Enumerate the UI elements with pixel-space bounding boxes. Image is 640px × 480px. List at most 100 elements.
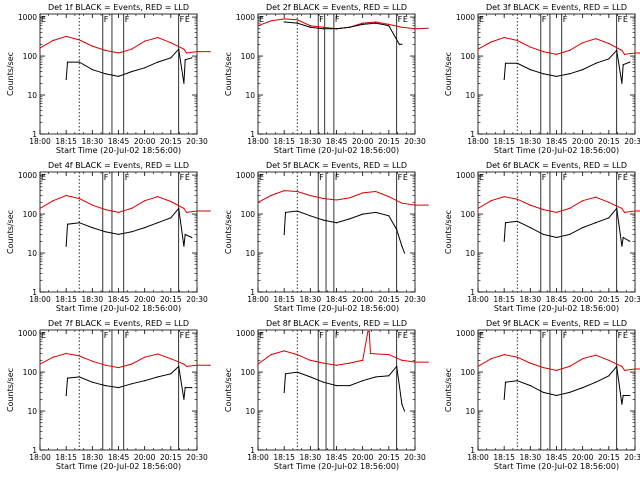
x-tick-label: 20:00 xyxy=(352,453,374,462)
events-data-point xyxy=(503,78,505,81)
events-data-point xyxy=(78,376,80,378)
events-data-point xyxy=(516,380,518,382)
y-tick-label: 10 xyxy=(465,249,475,258)
lld-data-point xyxy=(568,49,571,51)
flag-label: F xyxy=(563,15,568,24)
flag-label: E xyxy=(185,173,190,182)
events-data-point xyxy=(568,233,571,236)
events-data-point xyxy=(117,386,120,389)
lld-data-point xyxy=(362,22,364,24)
lld-data-point xyxy=(130,48,133,50)
events-data-point xyxy=(335,28,338,30)
lld-data-point xyxy=(414,204,416,206)
events-data-point xyxy=(396,365,398,367)
events-data-point xyxy=(184,233,186,236)
events-data-point xyxy=(401,403,403,405)
detector-panel: Det 1f BLACK = Events, RED = LLD 1 10 100 10… xyxy=(6,3,211,155)
events-data-point xyxy=(629,61,631,63)
flag-label: E xyxy=(479,173,484,182)
lld-data-point xyxy=(91,204,93,206)
events-data-point xyxy=(608,217,610,219)
events-series-line xyxy=(65,207,193,247)
lld-data-point xyxy=(555,211,558,214)
events-data-point xyxy=(348,26,351,28)
events-data-point xyxy=(504,381,507,383)
lld-data-point xyxy=(183,207,185,209)
lld-data-point xyxy=(401,359,403,361)
y-axis-label: Counts/sec xyxy=(224,368,233,412)
events-data-point xyxy=(335,384,338,387)
y-tick-label: 100 xyxy=(461,52,476,61)
lld-data-point xyxy=(78,197,80,200)
x-tick-label: 18:30 xyxy=(300,137,322,146)
events-data-point xyxy=(516,62,518,64)
y-axis-label: Counts/sec xyxy=(224,210,233,254)
x-axis-label: Start Time (20-Jul-02 18:56:00) xyxy=(494,146,619,155)
lld-data-point xyxy=(414,361,416,363)
events-data-point xyxy=(144,226,146,229)
lld-data-point xyxy=(477,48,479,50)
lld-data-point xyxy=(375,21,377,23)
x-tick-label: 20:15 xyxy=(378,295,400,304)
lld-data-point xyxy=(157,196,159,198)
x-tick-label: 20:00 xyxy=(352,295,374,304)
events-data-point xyxy=(516,220,518,222)
x-axis-label: Start Time (20-Jul-02 18:56:00) xyxy=(56,462,181,471)
flag-label: E xyxy=(41,173,46,182)
events-data-point xyxy=(130,231,133,233)
lld-data-point xyxy=(52,200,54,202)
events-data-point xyxy=(616,49,618,51)
flag-label: F xyxy=(335,331,340,340)
x-tick-label: 18:00 xyxy=(467,453,489,462)
events-data-point xyxy=(65,394,67,397)
plot-frame xyxy=(257,171,416,293)
events-data-point xyxy=(284,211,287,214)
events-data-point xyxy=(78,222,80,224)
events-data-point xyxy=(144,67,146,69)
lld-data-point xyxy=(621,49,623,51)
lld-data-point xyxy=(209,51,211,53)
events-series-line xyxy=(284,21,402,45)
y-tick-label: 1 xyxy=(470,446,475,455)
flag-label: E xyxy=(185,331,190,340)
lld-data-point xyxy=(555,369,558,372)
events-data-point xyxy=(296,22,298,24)
lld-data-point xyxy=(257,201,259,203)
plot-frame xyxy=(39,329,198,451)
flag-label: F xyxy=(180,15,185,24)
lld-data-point xyxy=(623,211,626,214)
x-tick-label: 20:00 xyxy=(352,137,374,146)
x-tick-label: 18:30 xyxy=(82,453,104,462)
x-tick-label: 18:15 xyxy=(493,453,515,462)
events-data-point xyxy=(595,62,597,64)
lld-data-point xyxy=(388,196,390,198)
events-data-point xyxy=(568,73,571,75)
lld-data-point xyxy=(401,26,403,28)
events-data-point xyxy=(401,43,403,45)
y-tick-label: 1000 xyxy=(456,13,475,22)
events-data-point xyxy=(622,64,624,66)
events-data-point xyxy=(375,376,377,378)
flag-label: E xyxy=(41,15,46,24)
x-tick-label: 20:15 xyxy=(160,453,182,462)
detector-panel: Det 6f BLACK = Events, RED = LLD 1 10 100 10… xyxy=(444,161,640,313)
flag-label: E xyxy=(41,331,46,340)
lld-data-point xyxy=(78,39,80,41)
y-tick-label: 1000 xyxy=(236,329,255,338)
lld-data-point xyxy=(39,207,41,209)
x-tick-label: 20:15 xyxy=(160,137,182,146)
events-data-point xyxy=(375,211,377,214)
events-data-point xyxy=(503,240,505,242)
detector-panel: Det 8f BLACK = Events, RED = LLD 1 10 100 10… xyxy=(224,319,429,471)
lld-data-point xyxy=(427,204,429,206)
lld-data-point xyxy=(621,365,623,367)
events-data-point xyxy=(296,371,298,373)
x-tick-label: 20:00 xyxy=(572,453,594,462)
lld-data-point xyxy=(270,194,272,197)
lld-data-point xyxy=(623,53,626,56)
flag-label: F xyxy=(335,15,340,24)
y-tick-label: 10 xyxy=(245,407,255,416)
events-data-point xyxy=(91,381,93,383)
lld-data-point xyxy=(144,356,146,358)
y-tick-label: 1 xyxy=(470,130,475,139)
